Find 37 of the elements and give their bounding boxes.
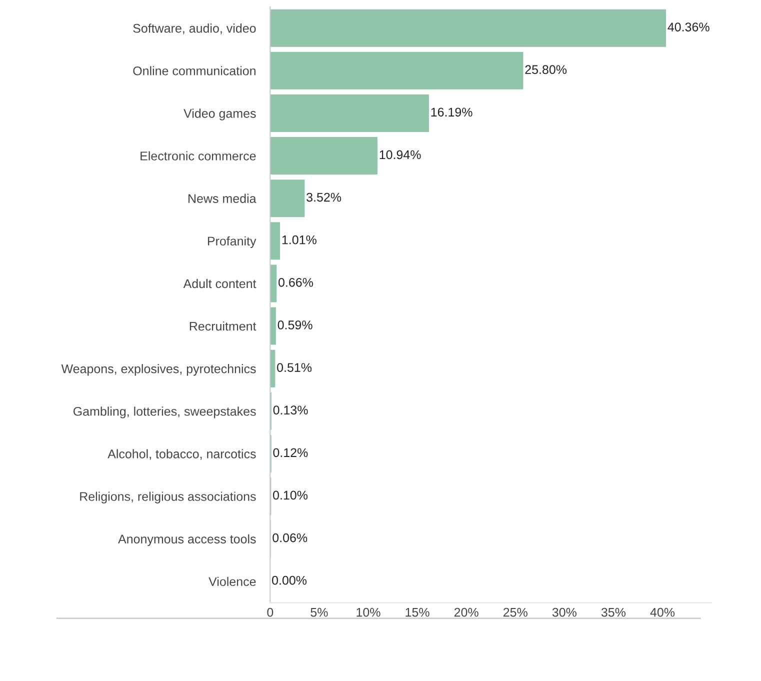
y-tick-label: Software, audio, video (133, 24, 256, 34)
y-tick-label: Electronic commerce (140, 151, 256, 160)
data-label: 16.19% (431, 108, 472, 117)
data-label: 0.13% (273, 406, 308, 415)
y-tick-label: Violence (208, 576, 256, 586)
y-tick-label: Online communication (133, 66, 256, 76)
data-label: 0.66% (278, 278, 314, 287)
y-tick-label: Profanity (208, 236, 256, 248)
x-tick-label: 0 (267, 608, 274, 617)
x-tick-label: 35% (601, 608, 626, 617)
data-label: 25.80% (525, 65, 567, 74)
y-tick-label: Weapons, explosives, pyrotechnics (61, 364, 256, 376)
data-label: 1.01% (282, 235, 316, 244)
data-label: 10.94% (380, 150, 421, 160)
y-tick-label: Adult content (183, 278, 256, 288)
y-tick-label: Anonymous access tools (118, 534, 256, 546)
data-label: 0.06% (272, 533, 308, 542)
data-label: 0.51% (277, 363, 312, 372)
data-label: 40.36% (668, 22, 710, 32)
data-label: 0.00% (272, 576, 307, 585)
x-tick-label: 40% (650, 608, 675, 617)
data-label: 0.10% (273, 490, 308, 500)
y-tick-label: News media (188, 194, 256, 203)
y-tick-label: Recruitment (190, 322, 256, 331)
x-tick-label: 25% (503, 608, 528, 617)
x-tick-label: 15% (406, 608, 430, 617)
y-tick-label: Video games (184, 108, 256, 120)
y-tick-label: Gambling, lotteries, sweepstakes (73, 406, 256, 418)
y-tick-label: Religions, religious associations (80, 492, 256, 504)
x-tick-label: 5% (310, 608, 328, 617)
x-tick-label: 20% (454, 608, 478, 617)
x-tick-label: 10% (356, 608, 380, 617)
x-tick-label: 30% (552, 608, 576, 617)
y-tick-label: Alcohol, tobacco, narcotics (108, 449, 256, 460)
data-label: 3.52% (306, 192, 342, 202)
data-label: 0.59% (278, 320, 312, 330)
data-label: 0.12% (273, 448, 308, 458)
